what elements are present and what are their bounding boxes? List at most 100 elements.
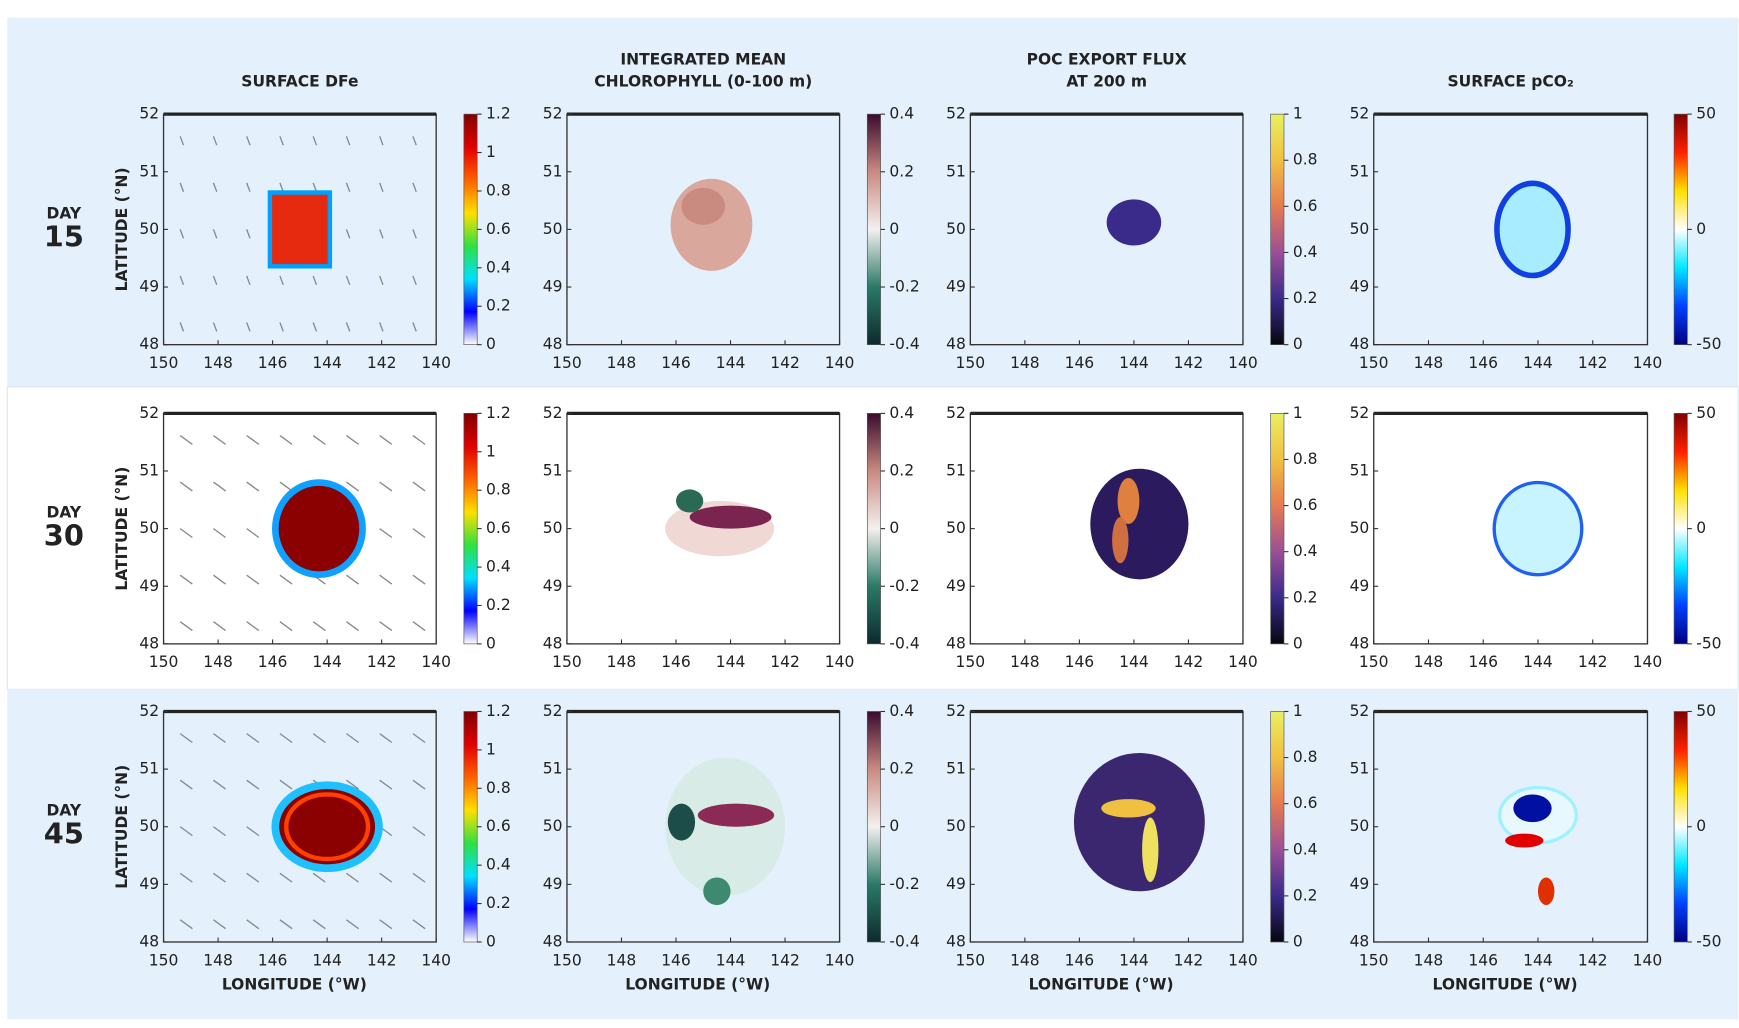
colorbar-tick-label: 0.4 [1293,542,1318,560]
colorbar-tick-label: 0.2 [889,162,914,180]
vector-arrow [412,779,426,790]
vector-arrow [279,621,293,632]
colorbar-tick-label: 0 [1293,932,1303,950]
column-title: SURFACE DFe [241,73,358,91]
vector-arrow [212,136,218,146]
vector-arrow [279,574,293,585]
colorbar-tick-label: 0.8 [1293,748,1318,766]
colorbar [1673,113,1688,345]
vector-arrow [213,826,227,837]
y-tick-label: 49 [946,577,966,595]
x-tick-label: 142 [770,354,800,372]
vector-arrow [213,872,227,883]
vector-arrow [412,434,426,445]
x-tick-label: 150 [149,653,179,671]
vector-arrow [379,275,384,286]
x-tick-label: 150 [1359,653,1389,671]
x-tick-label: 142 [770,951,800,969]
vector-arrow [312,136,318,146]
x-tick-label: 144 [1119,951,1149,969]
column-title: AT 200 m [1066,73,1147,91]
x-axis-label: LONGITUDE (°W) [625,976,770,994]
x-tick-label: 140 [1633,354,1663,372]
x-tick-label: 144 [312,951,342,969]
y-axis-label: LATITUDE (°N) [113,765,131,889]
x-tick-label: 140 [1633,653,1663,671]
x-tick-label: 148 [607,354,637,372]
colorbar-tick-label: 0 [486,335,496,353]
y-tick-label: 51 [1350,162,1370,180]
vector-arrow [179,733,193,744]
y-tick-label: 50 [1350,220,1370,238]
field-patch [271,781,383,873]
vector-arrow [379,574,393,585]
colorbar-tick-label: 1.2 [486,702,511,720]
vector-arrow [379,872,393,883]
colorbar-tick-label: 0.8 [1293,151,1318,169]
field-patch [665,757,786,896]
y-tick-label: 50 [543,817,563,835]
field-patch [272,479,366,579]
vector-arrow [246,322,251,332]
y-tick-label: 50 [543,220,563,238]
y-tick-label: 48 [1350,932,1370,950]
y-tick-label: 51 [543,760,563,778]
x-tick-label: 140 [421,354,451,372]
colorbar-tick-label: -50 [1696,932,1721,950]
y-tick-label: 49 [139,278,159,296]
colorbar-tick-label: 0 [1293,335,1303,353]
vector-arrow [346,574,359,585]
y-tick-label: 52 [139,105,159,123]
x-tick-label: 144 [1523,653,1553,671]
x-tick-label: 140 [421,653,451,671]
vector-arrow [345,182,351,192]
vector-arrow [179,481,193,492]
column-title: SURFACE pCO₂ [1447,73,1573,91]
y-axis-label: LATITUDE (°N) [113,167,131,291]
vector-arrow [279,481,293,492]
x-tick-label: 142 [1174,653,1204,671]
x-tick-label: 142 [770,653,800,671]
x-tick-label: 150 [956,354,986,372]
vector-arrow [412,275,417,286]
x-tick-label: 146 [1065,951,1095,969]
x-tick-label: 140 [825,653,855,671]
field-patch [1494,180,1571,279]
vector-arrow [246,779,260,790]
x-tick-label: 150 [1359,354,1389,372]
vector-arrow [246,136,251,146]
x-tick-label: 146 [258,354,288,372]
vector-arrow [213,919,227,930]
vector-arrow [412,621,426,632]
row-day: 30 [44,518,84,552]
x-tick-label: 150 [149,354,179,372]
y-tick-label: 52 [543,702,563,720]
x-tick-label: 148 [1414,951,1444,969]
y-tick-label: 50 [139,519,159,537]
y-tick-label: 51 [139,162,159,180]
vector-arrow [412,528,426,539]
vector-arrow [412,826,426,837]
vector-arrow [179,621,193,632]
vector-arrow [412,574,426,585]
x-tick-label: 144 [312,653,342,671]
vector-arrow [246,182,251,192]
y-tick-label: 52 [139,702,159,720]
column-title: INTEGRATED MEAN [620,50,786,68]
x-tick-label: 146 [1065,354,1095,372]
colorbar-tick-label: 0.8 [486,779,511,797]
x-axis-label: LONGITUDE (°W) [1433,976,1578,994]
field-patch [284,792,371,862]
colorbar-tick-label: -0.2 [889,875,919,893]
x-tick-label: 150 [1359,951,1389,969]
colorbar-tick-label: 50 [1696,105,1716,123]
colorbar [1270,113,1285,345]
vector-arrow [212,322,218,332]
colorbar-tick-label: 0.6 [1293,794,1318,812]
vector-arrow [213,434,227,445]
y-tick-label: 51 [946,461,966,479]
vector-arrow [279,275,284,286]
x-tick-label: 146 [661,354,691,372]
colorbar-tick-label: 0.2 [1293,289,1318,307]
colorbar-tick-label: 0.2 [486,596,511,614]
